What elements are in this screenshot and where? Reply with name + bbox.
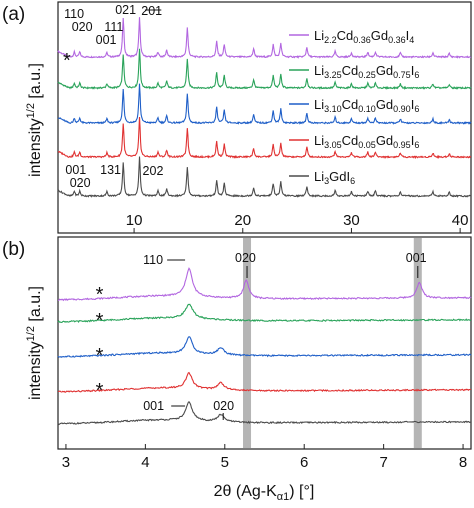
hkl-label-b-0: 110 (143, 253, 163, 267)
reference-band-1 (413, 238, 422, 448)
panel-a-y-axis-label: intensity1/2 [a.u.] (25, 63, 44, 177)
impurity-star-3: * (96, 380, 104, 402)
series-line-gray (57, 156, 472, 198)
panel-b-y-axis-label: intensity1/2 [a.u.] (25, 286, 44, 400)
x-axis-label: 2θ (Ag-Kα1) [°] (214, 483, 315, 503)
hkl-label-111: 111 (104, 20, 123, 34)
legend-label-gray: Li3GdI6 (314, 169, 355, 186)
panel-b-x-ticks: 3 4 5 6 7 8 (62, 444, 467, 471)
hkl-label-low-202: 202 (143, 164, 164, 178)
panel-a-x-ticks: 10 20 30 40 (126, 212, 469, 233)
panel-b-frame (57, 236, 472, 450)
legend-label-purple: Li2.2Cd0.36Gd0.36I4 (314, 28, 414, 45)
series-line-b-green (57, 303, 472, 324)
hkl-label-low-001: 001 (65, 163, 86, 177)
hkl-label-001: 001 (96, 33, 117, 47)
hkl-label-201: 201 (141, 4, 162, 18)
panel-b-plot: * * * * 110 020 001 001 020 (57, 251, 472, 426)
panel-b-label: (b) (2, 239, 25, 260)
tick-label-b-6: 6 (300, 454, 308, 471)
impurity-star: * (63, 50, 71, 72)
series-line-b-purple (58, 267, 472, 302)
impurity-star-2: * (96, 345, 104, 367)
series-line-purple (57, 17, 472, 59)
series-line-green (57, 48, 472, 91)
tick-label-b-4: 4 (141, 454, 149, 471)
hkl-label-low-131: 131 (100, 163, 121, 177)
tick-label-a-10: 10 (126, 212, 143, 229)
series-line-blue (57, 83, 472, 125)
panel-a-label: (a) (2, 4, 25, 25)
tick-label-a-20: 20 (234, 212, 251, 229)
legend-label-red: Li3.05Cd0.05Gd0.95I6 (314, 133, 419, 150)
hkl-label-020: 020 (72, 20, 93, 34)
hkl-label-b-2: 001 (406, 251, 427, 265)
hkl-label-110: 110 (64, 7, 84, 21)
hkl-label-b-4: 020 (213, 399, 234, 413)
series-line-red (57, 116, 471, 160)
legend-label-green: Li3.25Cd0.25Gd0.75I6 (314, 63, 419, 80)
panel-a-legend: Li2.2Cd0.36Gd0.36I4 Li3.25Cd0.25Gd0.75I6 L… (289, 28, 419, 186)
tick-label-b-8: 8 (459, 454, 467, 471)
legend-label-blue: Li3.10Cd0.10Gd0.90I6 (314, 97, 419, 114)
reference-band-0 (243, 238, 252, 448)
panel-b-bands (243, 238, 422, 448)
hkl-label-low-020: 020 (70, 176, 91, 190)
impurity-star-0: * (96, 284, 104, 306)
panel-a-frame (57, 1, 472, 234)
panel-b-x-axis-label: 2θ (Ag-Kα1) [°] (214, 483, 315, 503)
impurity-star-1: * (96, 310, 104, 332)
series-line-b-red (57, 371, 472, 393)
y-axis-label: intensity1/2 [a.u.] (25, 286, 44, 400)
series-line-b-gray (57, 401, 472, 426)
tick-label-a-30: 30 (343, 212, 360, 229)
y-axis-label: intensity1/2 [a.u.] (25, 63, 44, 177)
tick-label-a-40: 40 (452, 212, 469, 229)
hkl-label-021: 021 (115, 3, 136, 17)
hkl-label-b-1: 020 (235, 251, 256, 265)
hkl-label-b-3: 001 (143, 399, 164, 413)
tick-label-b-7: 7 (379, 454, 387, 471)
tick-label-b-5: 5 (221, 454, 229, 471)
tick-label-b-3: 3 (62, 454, 70, 471)
series-line-b-blue (57, 336, 472, 359)
